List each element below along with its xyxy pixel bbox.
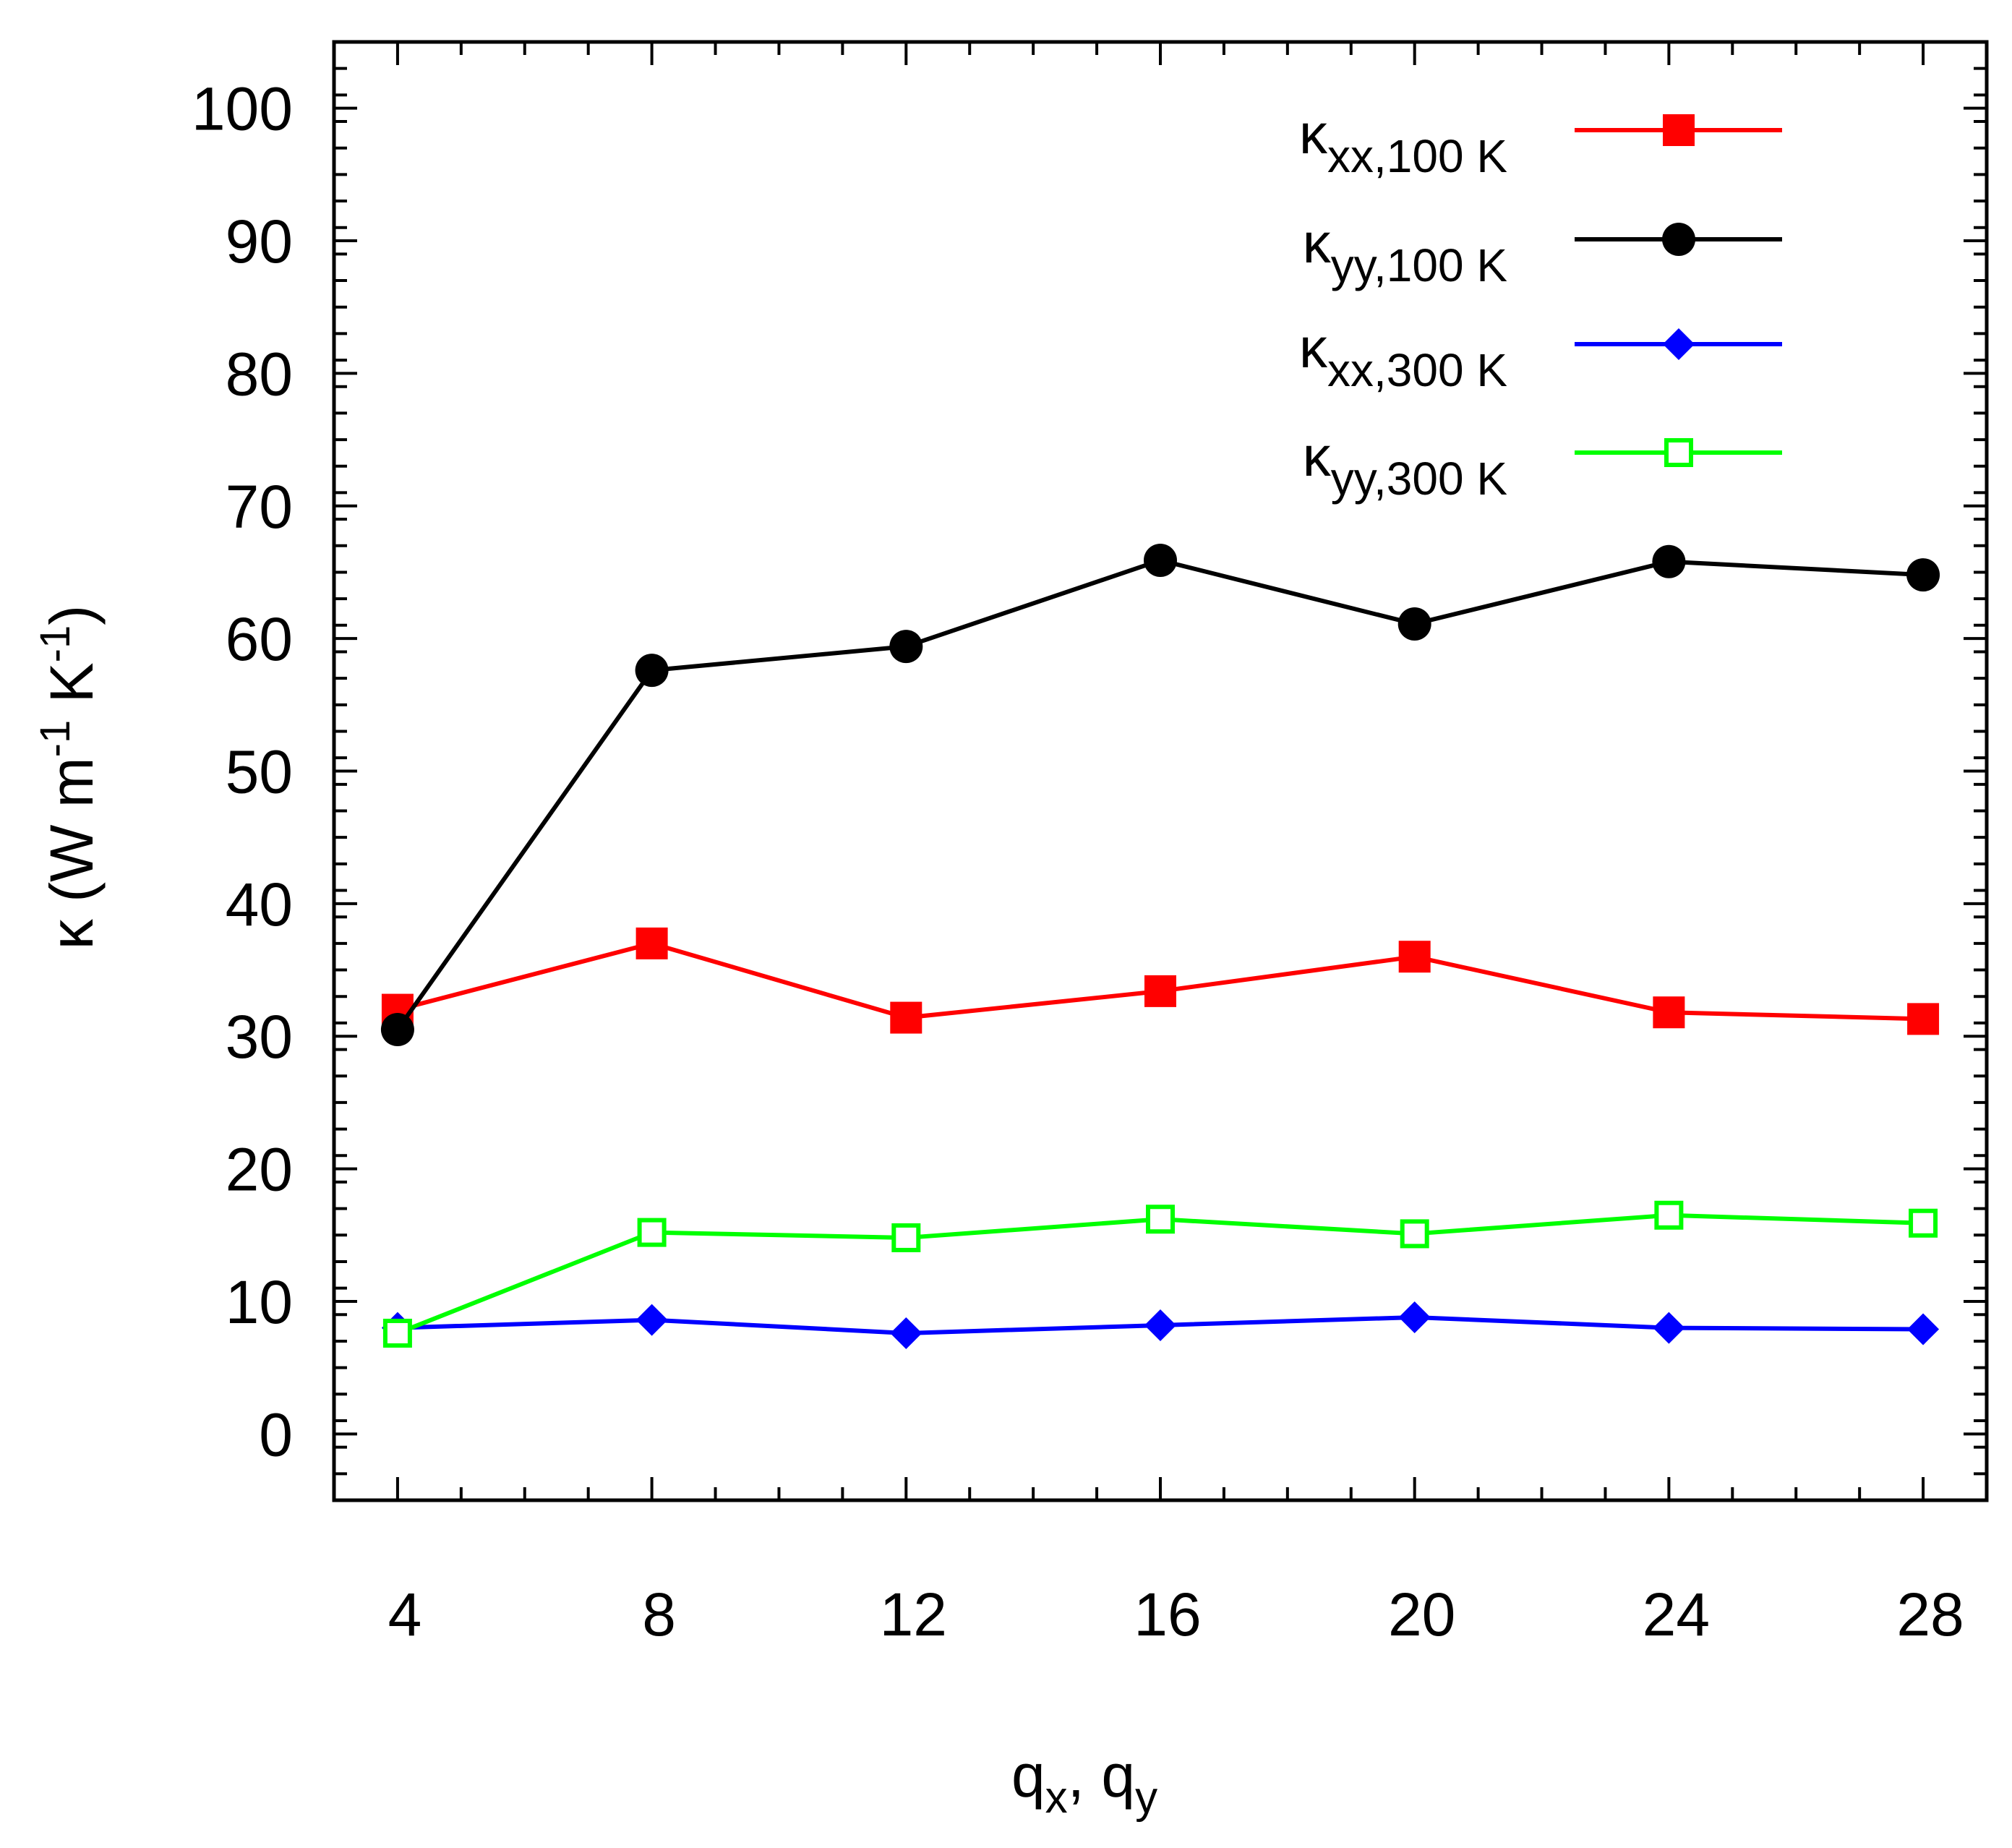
legend-kappa: κ — [1303, 424, 1332, 488]
legend-subscript: yy,300 K — [1331, 453, 1507, 505]
y-tick-label: 60 — [226, 605, 293, 673]
data-point — [1653, 996, 1685, 1029]
data-point — [889, 630, 923, 664]
data-point — [1909, 1208, 1938, 1238]
x-axis-title-mid: , q — [1068, 1742, 1135, 1810]
x-axis-title-sub2: y — [1135, 1773, 1157, 1823]
y-axis-title-c: ) — [38, 605, 106, 625]
legend-entry-1: κyy,100 K — [1303, 211, 1782, 291]
legend-label: κxx,100 K — [1299, 102, 1507, 182]
y-tick-label: 50 — [226, 738, 293, 806]
data-point — [1653, 1312, 1685, 1344]
data-point — [637, 1218, 667, 1247]
data-point — [1906, 558, 1940, 592]
data-point — [1652, 544, 1686, 578]
y-tick-label: 0 — [259, 1400, 293, 1468]
series-1 — [380, 543, 1940, 1047]
y-tick-label: 70 — [226, 473, 293, 541]
data-point — [1654, 1200, 1684, 1230]
series-0 — [381, 927, 1940, 1035]
x-axis-title: qx, qy — [1011, 1742, 1157, 1823]
legend-swatch-marker — [1663, 114, 1695, 146]
legend-label: κxx,300 K — [1299, 316, 1507, 396]
y-tick-label: 40 — [226, 870, 293, 938]
legend-kappa: κ — [1299, 102, 1328, 166]
legend-entry-3: κyy,300 K — [1303, 424, 1782, 505]
legend-label: κyy,100 K — [1303, 211, 1507, 291]
legend-subscript: xx,300 K — [1327, 344, 1507, 396]
y-tick-label: 20 — [226, 1136, 293, 1204]
data-point — [1144, 975, 1176, 1007]
data-point — [382, 1318, 412, 1348]
x-axis-title-base: q — [1011, 1742, 1045, 1810]
data-point — [891, 1223, 921, 1252]
data-point — [635, 654, 669, 688]
y-axis-title-exp1: -1 — [32, 720, 79, 758]
legend-kappa: κ — [1299, 316, 1328, 380]
x-axis-title-sub1: x — [1045, 1773, 1068, 1823]
x-tick-label: 4 — [388, 1580, 422, 1648]
data-point — [1398, 941, 1431, 973]
data-point — [1144, 1309, 1176, 1341]
y-axis-title-a: κ (W m — [38, 757, 106, 949]
axis-ticks: 4 8 12 16 20 24 28 0 10 20 30 40 50 60 70 80 90 100 — [192, 40, 1988, 1648]
legend-entry-2: κxx,300 K — [1299, 316, 1782, 396]
x-tick-label: 20 — [1388, 1580, 1455, 1648]
x-tick-label: 12 — [880, 1580, 947, 1648]
data-point — [380, 1013, 414, 1047]
data-point — [890, 1317, 922, 1349]
legend-label: κyy,300 K — [1303, 424, 1507, 505]
y-tick-label: 100 — [192, 75, 293, 143]
legend-swatch-marker — [1662, 223, 1695, 256]
data-point — [1146, 1205, 1175, 1234]
x-tick-label: 28 — [1896, 1580, 1964, 1648]
data-point — [635, 927, 668, 959]
x-tick-label: 16 — [1134, 1580, 1201, 1648]
series-3 — [382, 1200, 1938, 1348]
x-tick-label: 8 — [642, 1580, 676, 1648]
legend-subscript: xx,100 K — [1327, 130, 1507, 182]
legend-entry-0: κxx,100 K — [1299, 102, 1782, 182]
data-point — [635, 1304, 668, 1336]
y-axis-title-b: K — [38, 662, 106, 719]
legend-swatch-marker — [1664, 438, 1693, 467]
data-point — [1907, 1003, 1940, 1035]
data-point — [1397, 607, 1431, 641]
data-point — [1398, 1301, 1431, 1333]
y-tick-label: 30 — [226, 1003, 293, 1071]
legend-swatch-marker — [1663, 328, 1695, 360]
y-tick-label: 80 — [226, 340, 293, 408]
y-axis-title: κ (W m-1 K-1) — [32, 605, 106, 949]
data-point — [1400, 1219, 1429, 1249]
series-group — [380, 543, 1940, 1349]
y-tick-label: 90 — [226, 208, 293, 275]
data-point — [1907, 1313, 1940, 1346]
y-tick-label: 10 — [226, 1268, 293, 1336]
legend-subscript: yy,100 K — [1331, 239, 1507, 291]
data-point — [1144, 543, 1177, 577]
y-axis-title-exp2: -1 — [32, 625, 79, 663]
data-point — [890, 1001, 922, 1034]
legend-kappa: κ — [1303, 211, 1332, 275]
x-tick-label: 24 — [1643, 1580, 1710, 1648]
